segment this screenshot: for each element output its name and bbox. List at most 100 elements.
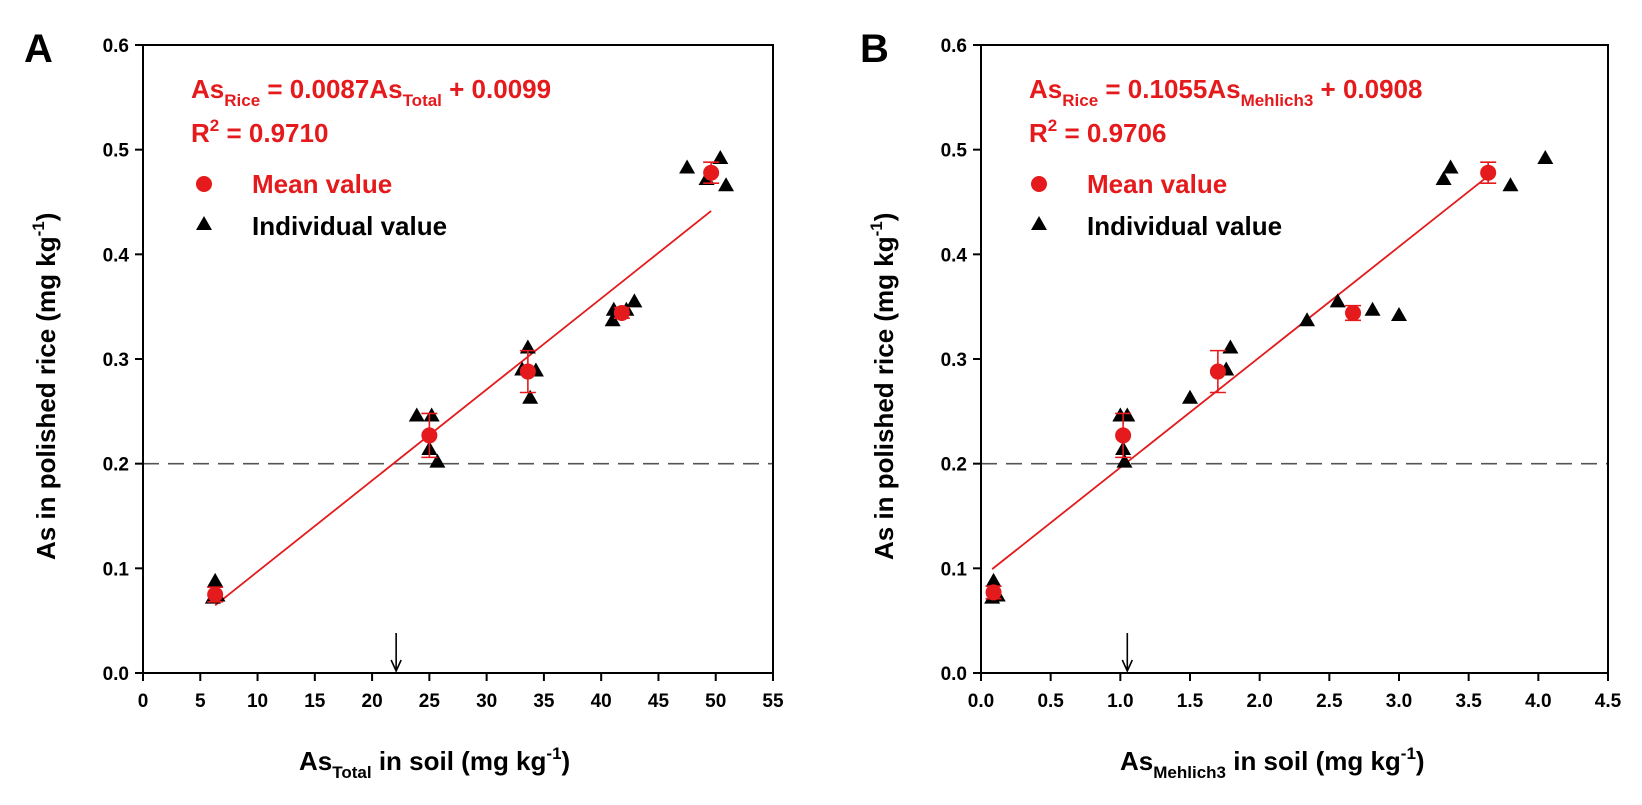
x-tick-label: 2.5: [1316, 691, 1343, 712]
regression-equation: AsRice = 0.1055AsMehlich3 + 0.0908: [1029, 74, 1422, 110]
threshold-layer: [981, 462, 1608, 673]
x-tick-label: 40: [591, 691, 612, 712]
regression-line: [991, 175, 1489, 570]
x-tick-label: 30: [476, 691, 497, 712]
x-tick-label: 15: [304, 691, 326, 712]
y-axis: 0.0 0.1 0.2 0.3 0.4 0.5 0.6: [941, 36, 981, 685]
x-tick-label: 1.5: [1177, 691, 1204, 712]
x-tick-label: 10: [247, 691, 268, 712]
fit-layer: [991, 175, 1489, 570]
threshold-arrow-head: [1121, 659, 1134, 673]
regression-line: [214, 210, 712, 606]
x-tick-label: 4.5: [1595, 691, 1622, 712]
threshold-arrow-head: [390, 659, 402, 673]
y-axis: 0.0 0.1 0.2 0.3 0.4 0.5 0.6: [103, 36, 143, 685]
y-tick-label: 0.1: [103, 559, 130, 580]
individual-point: [1435, 170, 1452, 185]
x-tick-label: 3.5: [1455, 691, 1482, 712]
x-tick-label: 0: [138, 691, 149, 712]
mean-point: [421, 427, 438, 444]
x-tick-label: 5: [195, 691, 206, 712]
threshold-layer: [143, 462, 773, 673]
x-axis-title: AsMehlich3 in soil (mg kg-1): [1120, 744, 1425, 782]
legend-mean-label: Mean value: [1087, 169, 1227, 199]
r-squared: R2 = 0.9710: [191, 116, 328, 148]
legend-mean-marker: [1031, 176, 1047, 192]
mean-point: [519, 363, 536, 380]
x-tick-label: 35: [533, 691, 555, 712]
y-axis-title: As in polished rice (mg kg-1): [867, 213, 899, 560]
individual-point: [712, 150, 729, 165]
individual-point: [423, 407, 440, 422]
individual-point: [1537, 150, 1554, 165]
mean-point: [613, 304, 630, 321]
individual-point: [626, 293, 643, 308]
panel-b: B 0.0 0.5 1.0 1.5 2.0 2.5 3.0 3.5 4.0 4.5 0.00.10…: [860, 27, 1622, 782]
y-tick-label: 0.6: [941, 36, 967, 57]
mean-point: [703, 164, 720, 181]
panel-letter: B: [860, 27, 889, 71]
individual-point: [718, 177, 735, 192]
x-tick-label: 1.0: [1107, 691, 1133, 712]
x-tick-label: 3.0: [1386, 691, 1412, 712]
y-axis-title: As in polished rice (mg kg-1): [29, 213, 61, 560]
individual-point: [1364, 301, 1381, 316]
y-tick-label: 0.5: [103, 141, 130, 162]
individual-point: [679, 159, 696, 174]
individual-point: [1182, 389, 1198, 404]
legend-mean-marker: [196, 176, 212, 192]
x-tick-label: 0.0: [968, 691, 994, 712]
x-tick-label: 25: [419, 691, 441, 712]
mean-point: [1480, 164, 1497, 181]
x-tick-label: 55: [762, 691, 784, 712]
x-tick-label: 45: [648, 691, 670, 712]
marks-layer: [984, 150, 1554, 604]
x-axis: 0 5 10 15 20 25 30 35 40 45 50 55: [138, 673, 784, 712]
y-tick-label: 0.3: [103, 350, 129, 371]
panel-a: A 0 5 10 15 20 25 30 35 40 45 50 55 0.0 0.1 0.2 0.3 0.4…: [24, 27, 784, 782]
x-tick-label: 20: [362, 691, 383, 712]
legend-individual-marker: [1031, 216, 1047, 230]
x-tick-label: 50: [705, 691, 726, 712]
y-tick-label: 0.2: [941, 455, 967, 476]
mean-point: [1209, 363, 1226, 380]
legend-individual-label: Individual value: [252, 211, 447, 241]
individual-point: [1442, 159, 1459, 174]
individual-point: [1299, 312, 1316, 327]
legend-individual-marker: [196, 216, 212, 230]
y-tick-label: 0.0: [941, 664, 967, 685]
individual-point: [1502, 177, 1519, 192]
y-tick-label: 0.5: [941, 141, 968, 162]
individual-point: [429, 453, 446, 468]
x-axis-title: AsTotal in soil (mg kg-1): [299, 744, 570, 782]
y-tick-label: 0.0: [103, 664, 129, 685]
x-axis: 0.0 0.5 1.0 1.5 2.0 2.5 3.0 3.5 4.0 4.5: [968, 673, 1622, 712]
y-tick-label: 0.3: [941, 350, 967, 371]
regression-equation: AsRice = 0.0087AsTotal + 0.0099: [191, 74, 551, 110]
y-tick-label: 0.6: [103, 36, 129, 57]
mean-point: [207, 586, 224, 603]
y-tick-label: 0.4: [941, 245, 968, 266]
individual-point: [207, 572, 224, 587]
individual-point: [522, 389, 539, 404]
marks-layer: [204, 150, 735, 604]
legend-mean-label: Mean value: [252, 169, 392, 199]
y-tick-label: 0.4: [103, 245, 130, 266]
mean-point: [985, 584, 1002, 601]
panel-letter: A: [24, 27, 53, 71]
mean-point: [1345, 304, 1362, 321]
r-squared: R2 = 0.9706: [1029, 116, 1166, 148]
y-tick-label: 0.1: [941, 559, 968, 580]
x-tick-label: 4.0: [1525, 691, 1551, 712]
individual-point: [985, 572, 1002, 587]
fit-layer: [214, 210, 712, 606]
x-tick-label: 2.0: [1246, 691, 1272, 712]
individual-point: [1222, 339, 1239, 354]
individual-point: [604, 312, 621, 327]
x-tick-label: 0.5: [1037, 691, 1064, 712]
individual-point: [408, 407, 425, 422]
individual-point: [1116, 453, 1133, 468]
mean-point: [1115, 427, 1132, 444]
individual-point: [1391, 307, 1407, 322]
